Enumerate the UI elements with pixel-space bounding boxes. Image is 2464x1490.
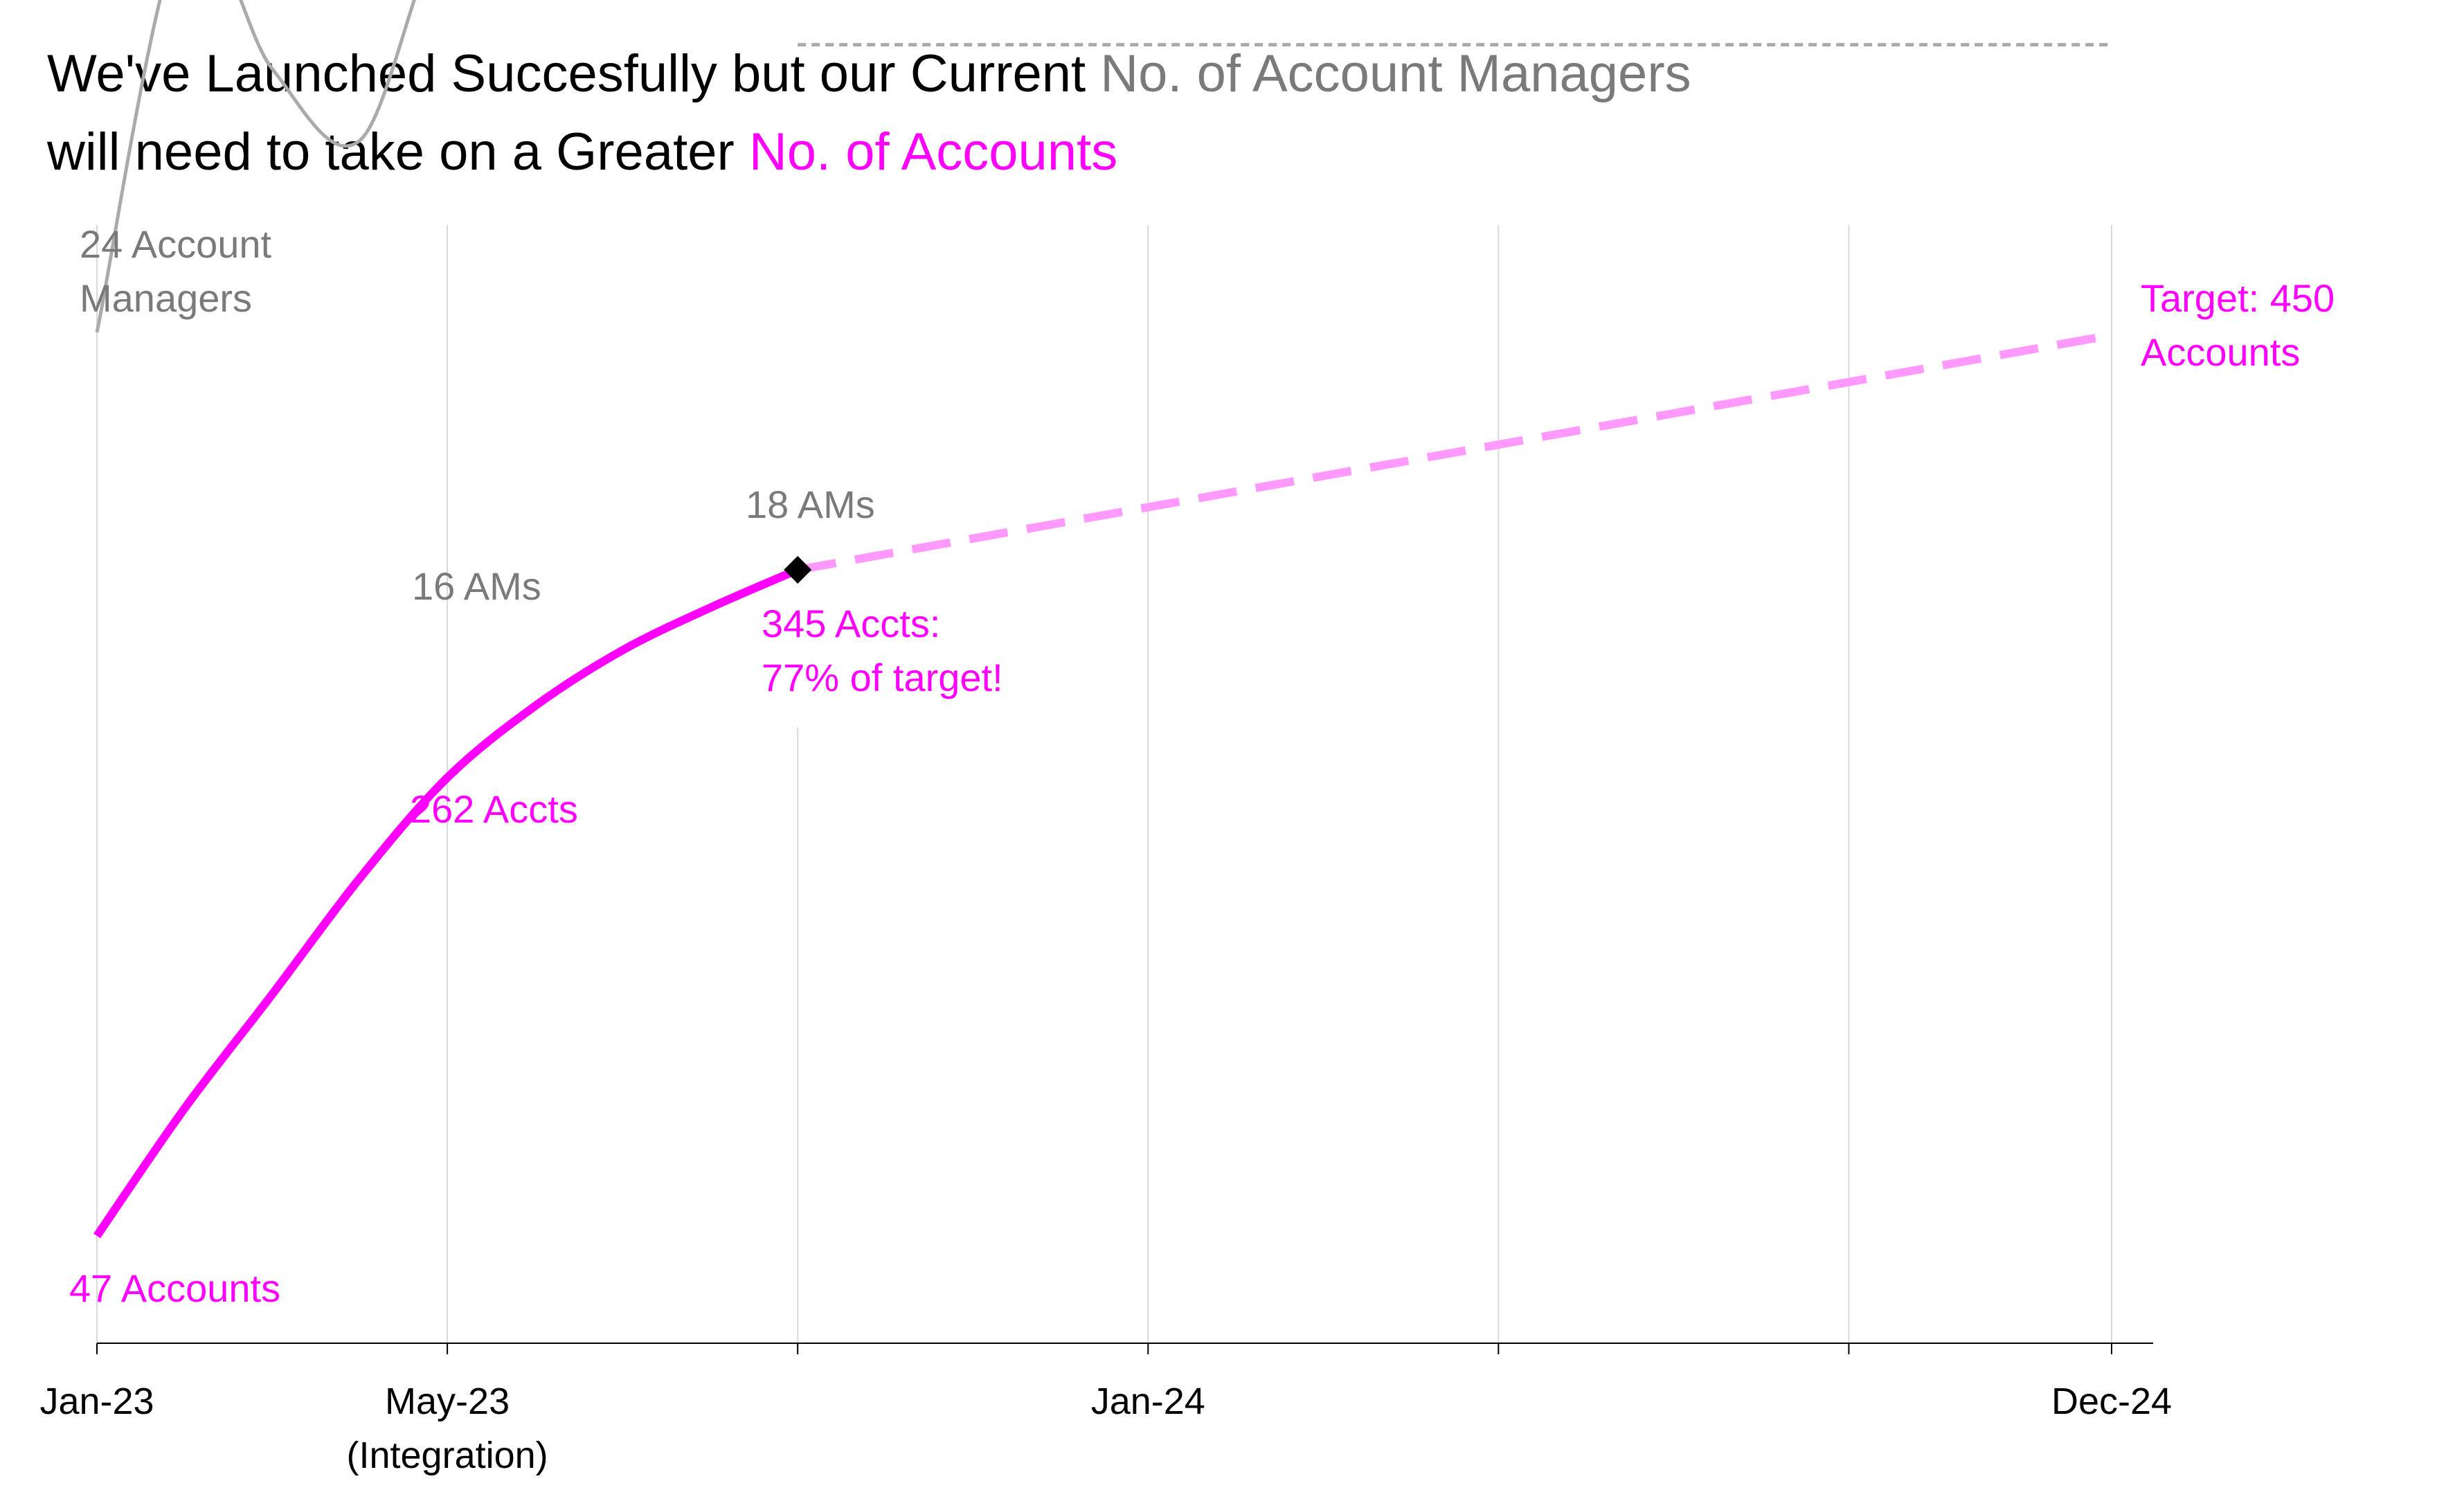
chart-title-line-2: will need to take on a Greater No. of Ac… — [46, 123, 1117, 181]
annotation-target-450-line-0: Target: 450 — [2141, 276, 2335, 320]
annotations: 24 Account Managers 16 AMs 18 AMs 47 Account… — [69, 222, 2335, 1310]
annotation-47-accounts: 47 Accounts — [69, 1266, 280, 1310]
account-managers-line — [95, 0, 416, 333]
annotation-47-accounts-line-0: 47 Accounts — [69, 1266, 280, 1310]
x-tick-label-6: Dec-24 — [2051, 1381, 2172, 1422]
annotation-18-ams-line-0: 18 AMs — [746, 483, 875, 526]
annotation-262-accts: 262 Accts — [410, 787, 578, 831]
markers — [784, 555, 812, 584]
target-accounts-line — [797, 331, 2113, 574]
annotation-345-accts: 345 Accts: 77% of target! — [762, 602, 1003, 699]
x-axis-ticks: Jan-23 May-23 (Integration) Jan-24 Dec-24 — [39, 1343, 2172, 1476]
annotation-16-ams: 16 AMs — [412, 564, 541, 608]
accounts-line — [93, 566, 800, 1239]
annotation-262-accts-line-0: 262 Accts — [410, 787, 578, 831]
chart-title-line-1-seg-0: We've Launched Succesfully but our Curre… — [47, 44, 1100, 103]
x-tick-label-0: Jan-23 — [39, 1381, 154, 1422]
annotation-345-accts-line-1: 77% of target! — [762, 656, 1003, 699]
chart-title-line-1: We've Launched Succesfully but our Curre… — [47, 44, 1691, 103]
annotation-24-account-managers-line-1: Managers — [80, 276, 252, 320]
annotation-target-450: Target: 450 Accounts — [2141, 276, 2335, 374]
x-tick-label-1: May-23 — [385, 1381, 510, 1422]
annotation-24-account-managers: 24 Account Managers — [80, 222, 272, 320]
chart-title-line-1-seg-1: No. of Account Managers — [1100, 44, 1691, 103]
annotation-target-450-line-1: Accounts — [2141, 330, 2300, 374]
x-tick-label-3: Jan-24 — [1091, 1381, 1205, 1422]
annotation-24-account-managers-line-0: 24 Account — [80, 222, 272, 266]
current-point-marker — [784, 555, 812, 584]
x-tick-sublabel-1: (Integration) — [347, 1435, 548, 1476]
vertical-gridlines — [96, 225, 2112, 1343]
chart-title-line-2-seg-1: No. of Accounts — [749, 123, 1117, 181]
series-layer — [93, 0, 2113, 1239]
annotation-18-ams: 18 AMs — [746, 483, 875, 526]
annotation-345-accts-line-0: 345 Accts: — [762, 602, 940, 645]
chart-title-line-2-seg-0: will need to take on a Greater — [46, 123, 749, 181]
annotation-16-ams-line-0: 16 AMs — [412, 564, 541, 608]
